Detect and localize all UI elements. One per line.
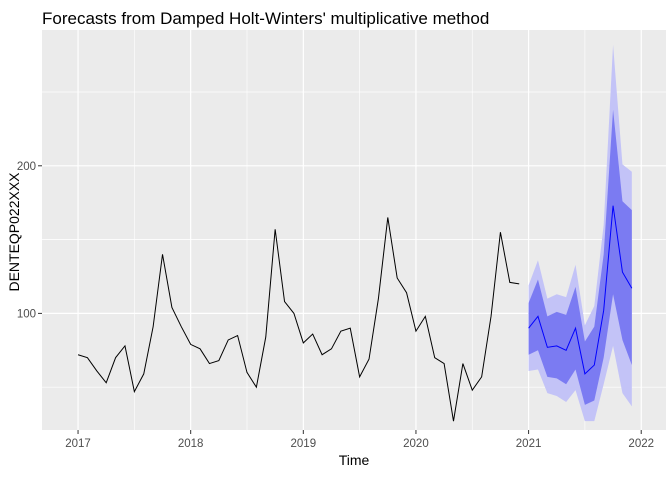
band-80	[528, 109, 632, 405]
major-gridlines	[42, 30, 666, 430]
history-line	[77, 217, 520, 422]
x-tick-label: 2022	[628, 438, 654, 450]
x-axis: 2017 2018 2019 2020 2021 2022	[65, 430, 654, 450]
x-axis-label: Time	[339, 452, 370, 468]
x-tick-label: 2017	[65, 438, 91, 450]
minor-gridlines	[42, 30, 666, 430]
series-lines	[77, 205, 633, 422]
x-tick-label: 2018	[178, 438, 204, 450]
x-tick-label: 2021	[516, 438, 542, 450]
y-tick-label: 100	[17, 308, 36, 320]
x-tick-label: 2019	[291, 438, 317, 450]
y-axis: 100 200	[17, 161, 42, 320]
prediction-intervals	[528, 44, 632, 422]
forecast-mean-line	[528, 205, 633, 375]
y-axis-label: DENTEQP022XXX	[6, 172, 22, 292]
y-tick-label: 200	[17, 161, 36, 173]
chart-title: Forecasts from Damped Holt-Winters' mult…	[42, 9, 489, 28]
x-tick-label: 2020	[403, 438, 429, 450]
